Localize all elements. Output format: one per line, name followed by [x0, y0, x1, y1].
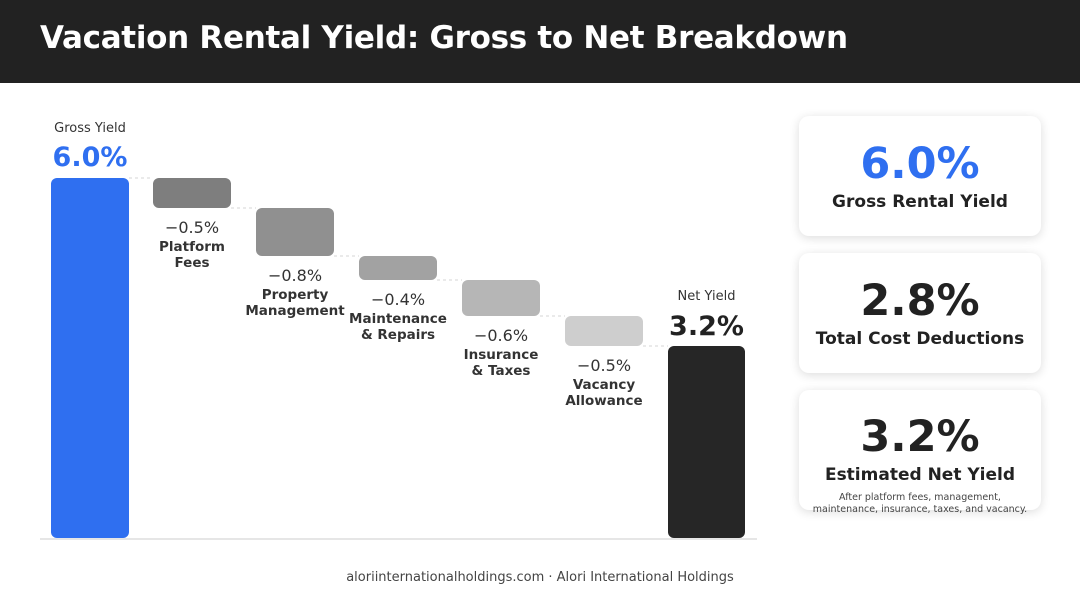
label-net-yield: Net Yield [678, 289, 736, 304]
step-value-label: −0.5% [577, 356, 631, 375]
bar-step [565, 316, 643, 346]
step-category-label: Vacancy [573, 377, 636, 393]
card-total-deductions-value: 2.8% [860, 276, 980, 326]
step-value-label: −0.5% [165, 218, 219, 237]
step-category-label: & Repairs [361, 327, 435, 343]
card-net-yield-note: After platform fees, management, mainten… [812, 492, 1028, 515]
bar-step [462, 280, 540, 316]
card-gross-yield: 6.0% Gross Rental Yield [799, 116, 1041, 236]
card-total-deductions: 2.8% Total Cost Deductions [799, 253, 1041, 373]
bar-step [256, 208, 334, 256]
card-net-yield-label: Estimated Net Yield [824, 465, 1016, 485]
card-net-yield: 3.2% Estimated Net Yield After platform … [799, 390, 1041, 515]
bar-net-yield [668, 346, 745, 538]
page-title: Vacation Rental Yield: Gross to Net Brea… [40, 20, 848, 56]
value-gross-yield: 6.0% [53, 142, 128, 173]
card-gross-yield-value: 6.0% [860, 139, 980, 189]
step-value-label: −0.4% [371, 290, 425, 309]
label-gross-yield: Gross Yield [54, 121, 126, 136]
card-net-yield-value: 3.2% [860, 412, 980, 462]
bar-step [153, 178, 231, 208]
step-category-label: Allowance [565, 393, 642, 409]
bar-step [359, 256, 437, 280]
step-category-label: Platform [159, 239, 225, 255]
step-category-label: & Taxes [472, 363, 531, 379]
step-category-label: Maintenance [349, 311, 447, 327]
step-category-label: Management [245, 303, 345, 319]
header-bar: Vacation Rental Yield: Gross to Net Brea… [0, 0, 1080, 83]
step-category-label: Property [262, 287, 329, 303]
card-gross-yield-label: Gross Rental Yield [832, 192, 1008, 212]
step-category-label: Insurance [464, 347, 539, 363]
step-category-label: Fees [174, 255, 209, 271]
value-net-yield: 3.2% [669, 311, 744, 342]
footer-text: aloriinternationalholdings.com · Alori I… [346, 570, 734, 585]
step-value-label: −0.6% [474, 326, 528, 345]
card-total-deductions-label: Total Cost Deductions [815, 329, 1025, 349]
step-value-label: −0.8% [268, 266, 322, 285]
bar-gross-yield [51, 178, 129, 538]
